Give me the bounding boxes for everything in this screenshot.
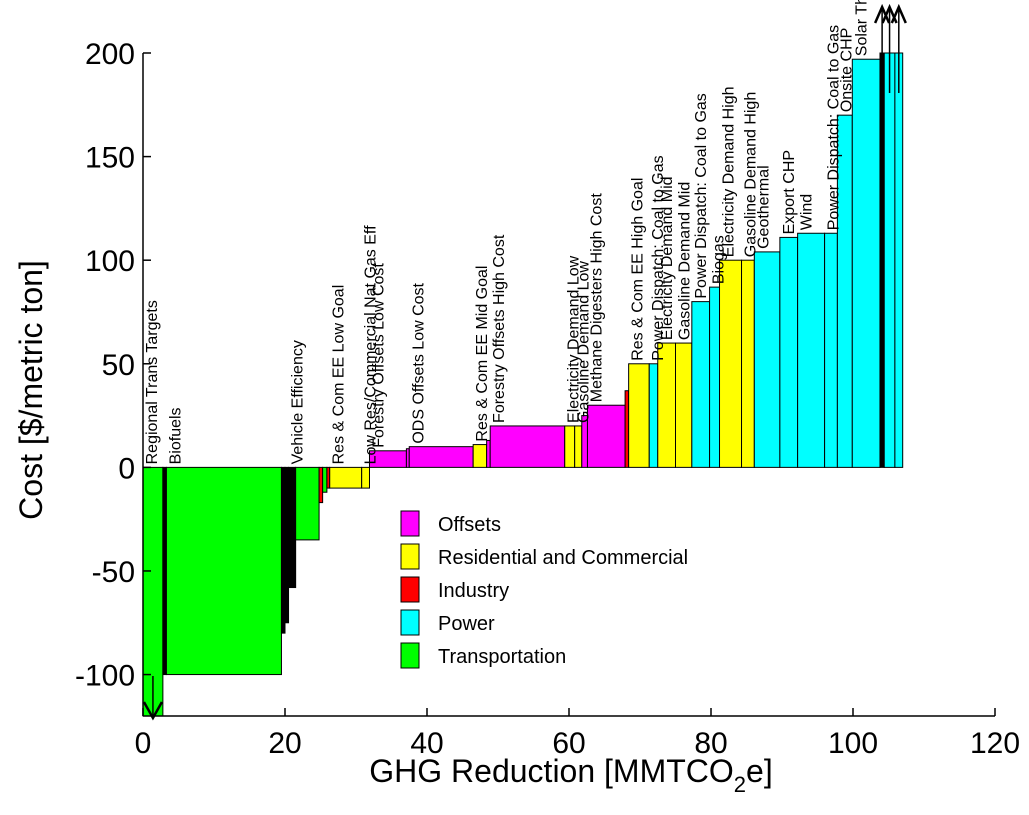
- bar-30: [741, 259, 755, 468]
- bar-16: [486, 439, 491, 468]
- y-tick-label: 50: [102, 349, 135, 382]
- bar-label: Res & Com EE Mid Goal: [474, 266, 491, 442]
- bar-33: [797, 232, 826, 468]
- bar-17: [489, 425, 566, 468]
- legend-label: Offsets: [438, 514, 501, 536]
- bar-label: Res & Com EE Low Goal: [331, 285, 348, 465]
- bar-1: [162, 466, 167, 676]
- bar-32: [779, 236, 799, 468]
- legend-label: Residential and Commercial: [438, 547, 688, 569]
- legend-swatch: [400, 642, 420, 669]
- bar-label: Power Dispatch: Coal to Gas: [826, 25, 843, 230]
- bar-6: [295, 466, 320, 541]
- axes-layer: 0 20 40 60 80 100 120 -100 -50 0 50 100 150 200: [75, 38, 1020, 760]
- x-tick-label: 60: [552, 727, 585, 760]
- bar-label: Power Dispatch: Coal to Gas: [693, 93, 710, 298]
- bar-18: [564, 425, 576, 468]
- y-tick-label: -50: [92, 556, 135, 589]
- bar-34: [824, 232, 838, 468]
- bar-15: [472, 444, 488, 468]
- bar-8: [322, 466, 328, 493]
- bar-21: [586, 404, 626, 468]
- bar-label: Low Res/Commercial Nat Gas Eff: [363, 225, 380, 464]
- y-tick-label: -100: [75, 660, 135, 693]
- y-tick-label: 0: [118, 452, 135, 485]
- bar-label: Gasoline Demand Mid: [677, 182, 694, 340]
- bar-label: Solar Thermal: [853, 0, 870, 56]
- bar-26: [675, 342, 693, 468]
- bar-4: [284, 466, 290, 624]
- bar-labels-layer: Regional Trans Targets Biofuels Vehicle Ef…: [144, 0, 870, 464]
- bar-5: [288, 466, 297, 589]
- x-tick-label: 100: [828, 727, 878, 760]
- y-tick-label: 100: [85, 245, 135, 278]
- bar-3: [280, 466, 286, 634]
- bar-label: Electricity Demand High: [721, 86, 738, 257]
- legend-swatch: [400, 543, 420, 570]
- legend-swatch: [400, 609, 420, 636]
- legend-label: Power: [438, 613, 495, 635]
- bar-label: Electricity Demand Mid: [659, 176, 676, 340]
- clip-arrow-up-icon: [873, 3, 891, 24]
- bar-38: [883, 52, 896, 468]
- bar-19: [574, 425, 583, 468]
- bar-label: Power Dispatch: Coal to Gas: [650, 155, 667, 360]
- bar-label: Res & Com EE High Goal: [630, 178, 647, 361]
- bar-28: [709, 286, 721, 468]
- bar-11: [361, 466, 370, 489]
- bar-label: Export CHP: [781, 150, 798, 234]
- bar-37: [879, 52, 885, 468]
- bar-label: Biofuels: [167, 407, 184, 464]
- bar-23: [628, 363, 650, 468]
- bar-36: [851, 58, 881, 468]
- x-axis-title-main: GHG Reduction [MMTCO: [369, 753, 734, 789]
- bar-label: Electricity Demand Low: [566, 255, 583, 423]
- bar-24: [648, 363, 659, 468]
- bar-label: ODS Offsets Low Cost: [410, 282, 427, 443]
- bar-22: [624, 390, 630, 468]
- bar-label: Onsite CHP: [838, 28, 855, 112]
- x-axis-title-subscript: 2: [734, 772, 746, 797]
- bar-31: [753, 251, 781, 468]
- bar-label: Biogas: [711, 235, 728, 284]
- bar-label: Regional Trans Targets: [144, 300, 161, 464]
- bar-label: Forestry Offsets Low Cost: [370, 263, 387, 448]
- bar-29: [719, 259, 743, 468]
- bar-label: Geothermal: [755, 165, 772, 249]
- x-tick-label: 80: [694, 727, 727, 760]
- bar-label: Methane Digesters High Cost: [588, 193, 605, 403]
- clip-arrow-up-icon: [890, 3, 907, 24]
- x-tick-label: 0: [135, 727, 152, 760]
- x-tick-label: 120: [970, 727, 1020, 760]
- x-axis-title: GHG Reduction [MMTCO2e]: [369, 753, 772, 797]
- legend-label: Transportation: [438, 646, 566, 668]
- y-tick-label: 150: [85, 142, 135, 175]
- bars-layer: [142, 3, 907, 721]
- legend-label: Industry: [438, 580, 509, 602]
- x-axis-title-end: e]: [746, 753, 773, 789]
- legend-swatch: [400, 510, 420, 537]
- bar-label: Wind: [799, 194, 816, 230]
- legend-swatch: [400, 576, 420, 603]
- bar-label: Vehicle Efficiency: [290, 340, 307, 464]
- bar-2: [165, 466, 282, 676]
- bar-label: Forestry Offsets High Cost: [491, 234, 508, 423]
- bar-14: [408, 446, 474, 468]
- legend: Offsets Residential and Commercial Industr…: [400, 510, 688, 669]
- bar-label: Gasoline Demand High: [743, 92, 760, 257]
- bar-10: [329, 466, 363, 489]
- x-tick-label: 20: [268, 727, 301, 760]
- x-tick-label: 40: [410, 727, 443, 760]
- bar-27: [691, 301, 711, 468]
- y-axis-title: Cost [$/metric ton]: [13, 260, 49, 520]
- bar-39: [894, 52, 904, 468]
- bar-7: [318, 466, 324, 504]
- y-tick-label: 200: [85, 38, 135, 71]
- bar-label: Gasoline Demand Low: [576, 261, 593, 423]
